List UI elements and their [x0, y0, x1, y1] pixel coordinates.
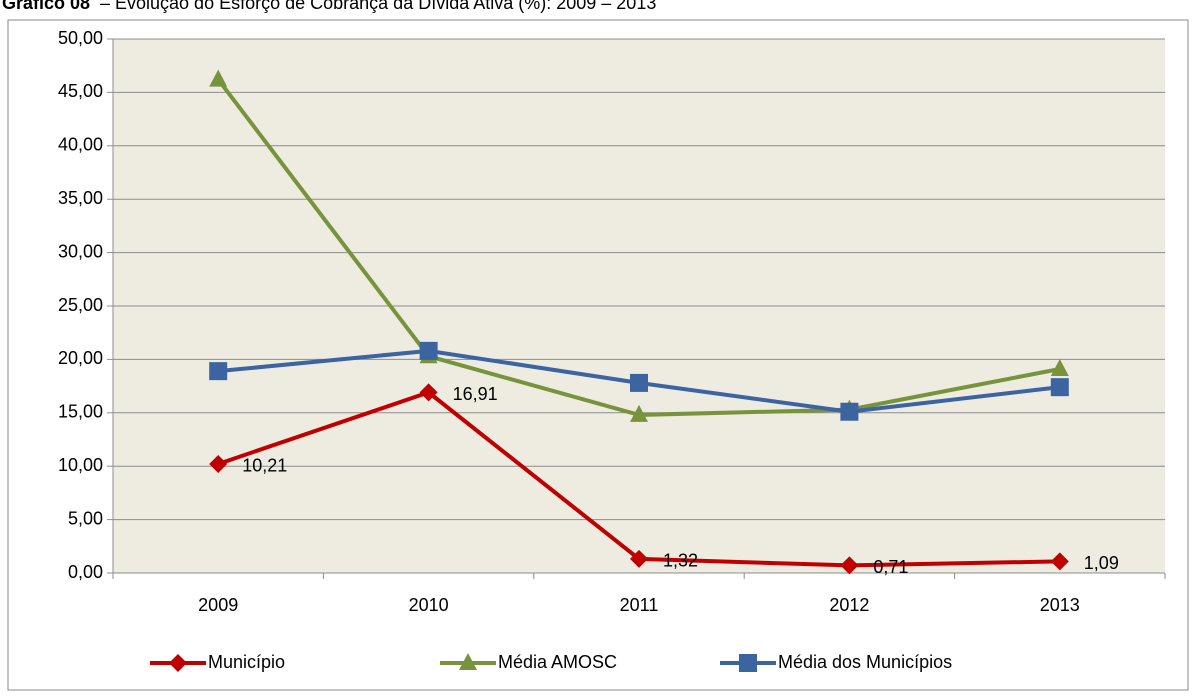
y-tick-label: 25,00: [58, 295, 103, 315]
chart-label: Gráfico 08: [2, 0, 90, 13]
y-tick-label: 20,00: [58, 348, 103, 368]
y-tick-label: 10,00: [58, 455, 103, 475]
data-point: [630, 549, 648, 568]
y-tick-label: 0,00: [68, 562, 103, 582]
y-tick-label: 40,00: [58, 135, 103, 155]
data-label: 1,32: [663, 551, 698, 571]
x-tick-label: 2011: [620, 595, 659, 615]
data-point: [840, 556, 859, 575]
data-label: 16,91: [453, 384, 498, 404]
chart-title: – Evolução do Esforço de Cobrança da Dív…: [100, 0, 656, 13]
x-tick-label: 2013: [1040, 595, 1080, 615]
legend-marker: [169, 654, 187, 672]
data-point: [1050, 378, 1069, 397]
x-tick-label: 2012: [829, 595, 869, 615]
data-point: [1050, 552, 1069, 571]
data-label: 0,71: [873, 557, 908, 577]
legend-label: Média dos Municípios: [778, 652, 952, 672]
data-point: [630, 404, 648, 422]
data-point: [209, 454, 228, 473]
data-point: [209, 69, 228, 87]
data-point: [209, 362, 228, 381]
data-point: [419, 341, 438, 360]
legend-label: Média AMOSC: [498, 652, 617, 672]
y-tick-label: 35,00: [58, 188, 103, 208]
legend-label: Município: [208, 652, 285, 672]
data-point: [419, 383, 438, 402]
y-tick-label: 5,00: [68, 508, 103, 528]
data-label: 10,21: [242, 456, 287, 476]
y-tick-label: 45,00: [58, 81, 103, 101]
legend-marker: [739, 654, 757, 672]
data-point: [840, 402, 859, 421]
y-tick-label: 50,00: [58, 28, 103, 48]
data-point: [1050, 359, 1069, 377]
y-tick-label: 15,00: [58, 402, 103, 422]
data-label: 1,09: [1084, 553, 1119, 573]
x-tick-label: 2009: [198, 595, 238, 615]
x-tick-label: 2010: [409, 595, 449, 615]
legend-marker: [459, 653, 477, 670]
y-tick-label: 30,00: [58, 241, 103, 261]
chart-border: [7, 19, 1189, 691]
data-point: [630, 373, 648, 392]
